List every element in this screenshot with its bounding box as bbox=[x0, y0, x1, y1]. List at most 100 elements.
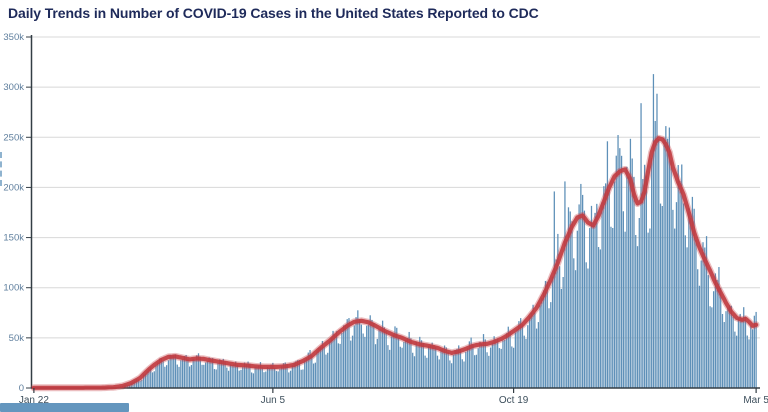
daily-cases-bar[interactable] bbox=[358, 319, 361, 388]
daily-cases-bar[interactable] bbox=[727, 307, 729, 388]
daily-cases-bar[interactable] bbox=[164, 366, 166, 388]
daily-cases-bar[interactable] bbox=[528, 316, 531, 388]
daily-cases-bar[interactable] bbox=[705, 236, 708, 388]
daily-cases-bar[interactable] bbox=[509, 331, 511, 388]
daily-cases-bar[interactable] bbox=[693, 208, 695, 388]
daily-cases-bar[interactable] bbox=[222, 358, 224, 388]
daily-cases-bar[interactable] bbox=[330, 337, 332, 388]
daily-cases-bar[interactable] bbox=[339, 343, 341, 388]
daily-cases-bar[interactable] bbox=[220, 360, 223, 388]
daily-cases-bar[interactable] bbox=[697, 269, 699, 388]
daily-cases-bar[interactable] bbox=[410, 338, 412, 388]
daily-cases-bar[interactable] bbox=[497, 338, 499, 388]
daily-cases-bar[interactable] bbox=[390, 336, 393, 388]
daily-cases-bar[interactable] bbox=[404, 340, 407, 388]
daily-cases-bar[interactable] bbox=[482, 334, 485, 388]
daily-cases-bar[interactable] bbox=[461, 359, 463, 388]
daily-cases-bar[interactable] bbox=[427, 346, 430, 388]
daily-cases-bar[interactable] bbox=[212, 358, 214, 388]
daily-cases-bar[interactable] bbox=[261, 367, 263, 388]
daily-cases-bar[interactable] bbox=[367, 324, 370, 388]
daily-cases-bar[interactable] bbox=[162, 361, 164, 388]
daily-cases-bar[interactable] bbox=[236, 364, 239, 388]
daily-cases-bar[interactable] bbox=[718, 267, 720, 388]
daily-cases-bar[interactable] bbox=[516, 329, 518, 388]
daily-cases-bar[interactable] bbox=[158, 358, 161, 388]
daily-cases-bar[interactable] bbox=[176, 364, 178, 388]
daily-cases-bar[interactable] bbox=[266, 367, 269, 388]
daily-cases-bar[interactable] bbox=[682, 203, 685, 388]
daily-cases-bar[interactable] bbox=[597, 247, 600, 388]
daily-cases-bar[interactable] bbox=[351, 335, 354, 388]
daily-cases-bar[interactable] bbox=[208, 357, 210, 388]
daily-cases-bar[interactable] bbox=[245, 364, 247, 388]
daily-cases-bar[interactable] bbox=[277, 371, 279, 388]
daily-cases-bar[interactable] bbox=[357, 310, 359, 388]
daily-cases-bar[interactable] bbox=[608, 189, 610, 388]
daily-cases-bar[interactable] bbox=[605, 183, 607, 388]
daily-cases-bar[interactable] bbox=[739, 313, 741, 388]
daily-cases-bar[interactable] bbox=[544, 280, 547, 388]
daily-cases-bar[interactable] bbox=[233, 364, 235, 388]
daily-cases-bar[interactable] bbox=[316, 350, 318, 388]
daily-cases-bar[interactable] bbox=[337, 343, 339, 388]
daily-cases-bar[interactable] bbox=[603, 186, 605, 388]
daily-cases-bar[interactable] bbox=[150, 367, 152, 388]
daily-cases-bar[interactable] bbox=[537, 322, 540, 388]
daily-cases-bar[interactable] bbox=[180, 360, 182, 388]
daily-cases-bar[interactable] bbox=[327, 352, 329, 388]
daily-cases-bar[interactable] bbox=[716, 280, 718, 388]
daily-cases-bar[interactable] bbox=[397, 337, 400, 388]
daily-cases-bar[interactable] bbox=[210, 358, 212, 388]
daily-cases-bar[interactable] bbox=[709, 306, 711, 388]
daily-cases-bar[interactable] bbox=[194, 359, 196, 388]
daily-cases-bar[interactable] bbox=[525, 338, 527, 388]
daily-cases-bar[interactable] bbox=[412, 352, 414, 388]
daily-cases-bar[interactable] bbox=[491, 342, 493, 388]
daily-cases-bar[interactable] bbox=[654, 120, 656, 389]
daily-cases-bar[interactable] bbox=[394, 326, 396, 388]
daily-cases-bar[interactable] bbox=[560, 288, 563, 388]
daily-cases-bar[interactable] bbox=[686, 247, 688, 388]
daily-cases-bar[interactable] bbox=[247, 361, 249, 388]
daily-cases-bar[interactable] bbox=[610, 226, 612, 388]
daily-cases-bar[interactable] bbox=[558, 266, 561, 388]
daily-cases-bar[interactable] bbox=[318, 347, 320, 388]
seven-day-average-line[interactable] bbox=[31, 136, 759, 390]
daily-cases-bar[interactable] bbox=[640, 103, 642, 388]
daily-cases-bar[interactable] bbox=[142, 374, 145, 388]
daily-cases-bar[interactable] bbox=[387, 345, 389, 388]
daily-cases-bar[interactable] bbox=[619, 148, 621, 388]
daily-cases-bar[interactable] bbox=[723, 322, 725, 388]
daily-cases-bar[interactable] bbox=[369, 315, 371, 388]
daily-cases-bar[interactable] bbox=[297, 360, 299, 388]
daily-cases-bar[interactable] bbox=[741, 317, 743, 388]
daily-cases-bar[interactable] bbox=[567, 207, 570, 388]
daily-cases-bar[interactable] bbox=[284, 362, 286, 388]
daily-cases-bar[interactable] bbox=[371, 319, 373, 388]
daily-cases-bar[interactable] bbox=[596, 203, 598, 388]
daily-cases-bar[interactable] bbox=[215, 369, 217, 388]
daily-cases-bar[interactable] bbox=[167, 360, 170, 388]
daily-cases-bar[interactable] bbox=[139, 380, 141, 388]
daily-cases-bar[interactable] bbox=[360, 324, 363, 388]
daily-cases-bar[interactable] bbox=[295, 361, 297, 388]
daily-cases-bar[interactable] bbox=[190, 365, 193, 388]
daily-cases-bar[interactable] bbox=[160, 358, 162, 388]
daily-cases-bar[interactable] bbox=[321, 340, 324, 388]
daily-cases-bar[interactable] bbox=[451, 363, 453, 388]
daily-cases-bar[interactable] bbox=[268, 368, 270, 388]
daily-cases-bar[interactable] bbox=[498, 348, 501, 388]
daily-cases-bar[interactable] bbox=[396, 327, 398, 388]
daily-cases-bar[interactable] bbox=[199, 356, 201, 388]
daily-cases-bar[interactable] bbox=[389, 349, 391, 388]
daily-cases-bar[interactable] bbox=[649, 228, 651, 388]
daily-cases-bar[interactable] bbox=[173, 355, 175, 388]
daily-cases-bar[interactable] bbox=[700, 260, 702, 388]
daily-cases-bar[interactable] bbox=[574, 270, 577, 388]
daily-cases-bar[interactable] bbox=[748, 339, 750, 388]
daily-cases-bar[interactable] bbox=[309, 350, 311, 388]
daily-cases-bar[interactable] bbox=[481, 343, 483, 388]
daily-cases-bar[interactable] bbox=[668, 127, 671, 388]
daily-cases-bar[interactable] bbox=[651, 157, 653, 388]
